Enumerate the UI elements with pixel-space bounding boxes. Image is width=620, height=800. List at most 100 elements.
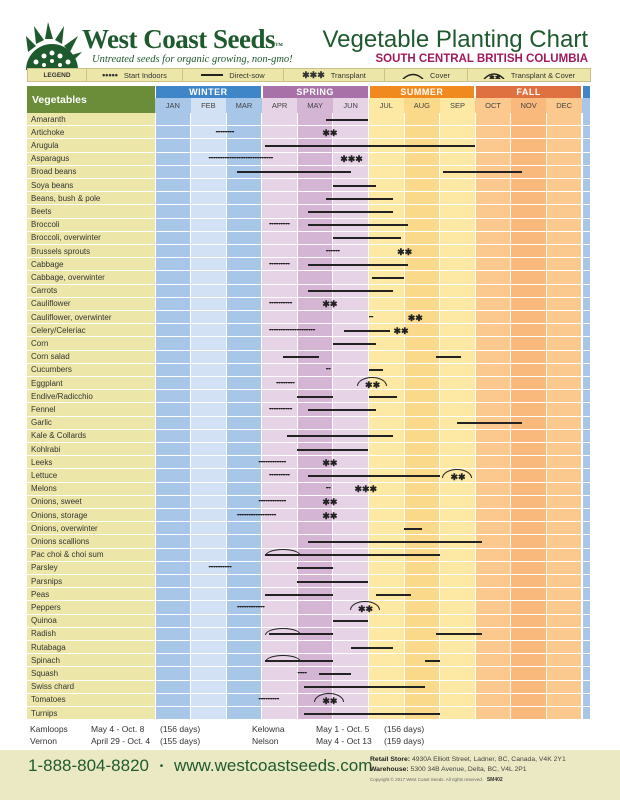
direct-sow-line (457, 422, 522, 425)
brand-name: West Coast Seeds™ (82, 24, 283, 55)
month-column-apr (262, 113, 297, 721)
retail-address-text: 4930A Elliott Street, Ladner, BC, Canada… (411, 756, 566, 763)
direct-sow-line (404, 527, 422, 530)
separator: • (159, 761, 164, 773)
direct-sow-line (308, 263, 408, 266)
month-column-may (297, 113, 333, 721)
start-indoors-dots: •••••••••••••••••••••••••••• (208, 157, 301, 161)
vegetable-label: Onions scallions (27, 535, 155, 548)
direct-sow-line (332, 343, 376, 345)
direct-sow-line (350, 646, 394, 649)
transplant-asterisks: ✱✱ (397, 246, 413, 257)
season-header-spring: SPRING (262, 86, 368, 98)
direct-sow-line (332, 184, 376, 187)
vegetable-label: Cauliflower, overwinter (27, 311, 155, 324)
legend-transplant: ✱✱✱ Transplant (284, 69, 385, 81)
direct-sow-line (236, 171, 351, 174)
month-column-jan (155, 113, 191, 721)
season-header-winter: WINTER (156, 86, 261, 98)
vegetable-label: Rutabaga (27, 641, 155, 654)
start-indoors-dots: •• (326, 368, 333, 372)
vegetable-label: Garlic (27, 416, 155, 429)
row-divider (27, 125, 590, 127)
vegetable-label: Soya beans (27, 179, 155, 192)
vegetable-label: Melons (27, 482, 155, 495)
month-column-sep (440, 113, 475, 721)
vegetable-label: Parsley (27, 561, 155, 574)
row-divider (27, 706, 590, 707)
start-indoors-dots: ••••••••• (269, 223, 297, 227)
month-header-oct: OCT (475, 98, 511, 113)
direct-sow-line (436, 633, 483, 636)
city-name: Vernon (30, 736, 57, 746)
vegetable-label: Cauliflower (27, 297, 155, 310)
start-indoors-dots: •••••••••••••••••••• (269, 329, 337, 333)
row-divider (27, 468, 590, 470)
row-divider (27, 178, 590, 179)
row-divider (27, 204, 590, 206)
direct-sow-line (283, 356, 319, 359)
direct-sow-line (268, 633, 333, 636)
row-divider (27, 613, 590, 615)
vegetable-label: Fennel (27, 403, 155, 416)
vegetable-label: Peas (27, 588, 155, 601)
city-name: Kelowna (252, 724, 285, 734)
arc-icon (402, 73, 424, 79)
row-divider (27, 534, 590, 536)
month-header-may: MAY (297, 98, 333, 113)
legend-start-indoors: ••••• Start Indoors (87, 69, 183, 81)
row-divider (27, 428, 590, 430)
direct-sow-line (375, 593, 412, 596)
transplant-asterisks: ✱✱ (322, 457, 338, 468)
trademark: ™ (275, 41, 283, 50)
vegetable-label: Eggplant (27, 377, 155, 390)
direct-sow-line (286, 435, 394, 438)
sunflower-logo-icon (26, 22, 82, 70)
vegetable-label: Leeks (27, 456, 155, 469)
city-days: (156 days) (160, 724, 201, 734)
direct-sow-line (343, 329, 390, 332)
row-divider (27, 283, 590, 285)
legend-transplant-cover-label: Transplant & Cover (510, 70, 576, 80)
phone-number[interactable]: 1-888-804-8820 (28, 756, 149, 775)
start-indoors-dots: ••••••••• (258, 698, 286, 702)
vegetable-label: Lettuce (27, 469, 155, 482)
city-days: (155 days) (160, 736, 201, 746)
legend-start-indoors-label: Start Indoors (123, 70, 167, 80)
direct-sow-line (265, 659, 333, 662)
direct-sow-line (304, 686, 426, 689)
start-indoors-dots: •••••••••• (208, 566, 240, 570)
row-divider (27, 455, 590, 457)
city-days: (156 days) (384, 724, 425, 734)
vegetable-label: Cabbage, overwinter (27, 271, 155, 284)
vegetable-label: Beans, bush & pole (27, 192, 155, 205)
row-divider (27, 574, 590, 575)
legend-title: LEGEND (28, 69, 87, 81)
vegetable-label: Broad beans (27, 165, 155, 178)
direct-sow-line (308, 541, 483, 543)
legend-transplant-cover: ✱✱ Transplant & Cover (468, 69, 590, 81)
city-name: Nelson (252, 736, 279, 746)
row-divider (27, 481, 590, 483)
start-indoors-dots: •••••••• (215, 131, 240, 135)
vegetable-label: Kohlrabi (27, 443, 155, 456)
transplant-asterisks: ✱✱ (450, 472, 466, 482)
asterisks-icon: ✱✱✱ (302, 69, 325, 80)
website-link[interactable]: www.westcoastseeds.com (173, 756, 373, 775)
row-divider (27, 349, 590, 351)
transplant-asterisks: ✱✱ (393, 325, 409, 336)
direct-sow-line (308, 409, 376, 411)
transplant-asterisks: ✱✱ (322, 299, 338, 310)
vegetable-label: Brussels sprouts (27, 245, 155, 258)
transplant-asterisks: ✱✱ (322, 510, 338, 521)
direct-sow-line (325, 118, 369, 121)
transplant-asterisks: ✱✱✱ (340, 154, 363, 165)
footer (0, 750, 620, 800)
retail-label: Retail Store: (370, 756, 411, 763)
vegetable-label: Corn salad (27, 350, 155, 363)
month-column-feb (191, 113, 226, 721)
row-divider (27, 191, 590, 193)
month-column-end (582, 113, 590, 721)
row-divider (27, 692, 590, 694)
transplant-asterisks: ✱✱ (407, 312, 423, 323)
